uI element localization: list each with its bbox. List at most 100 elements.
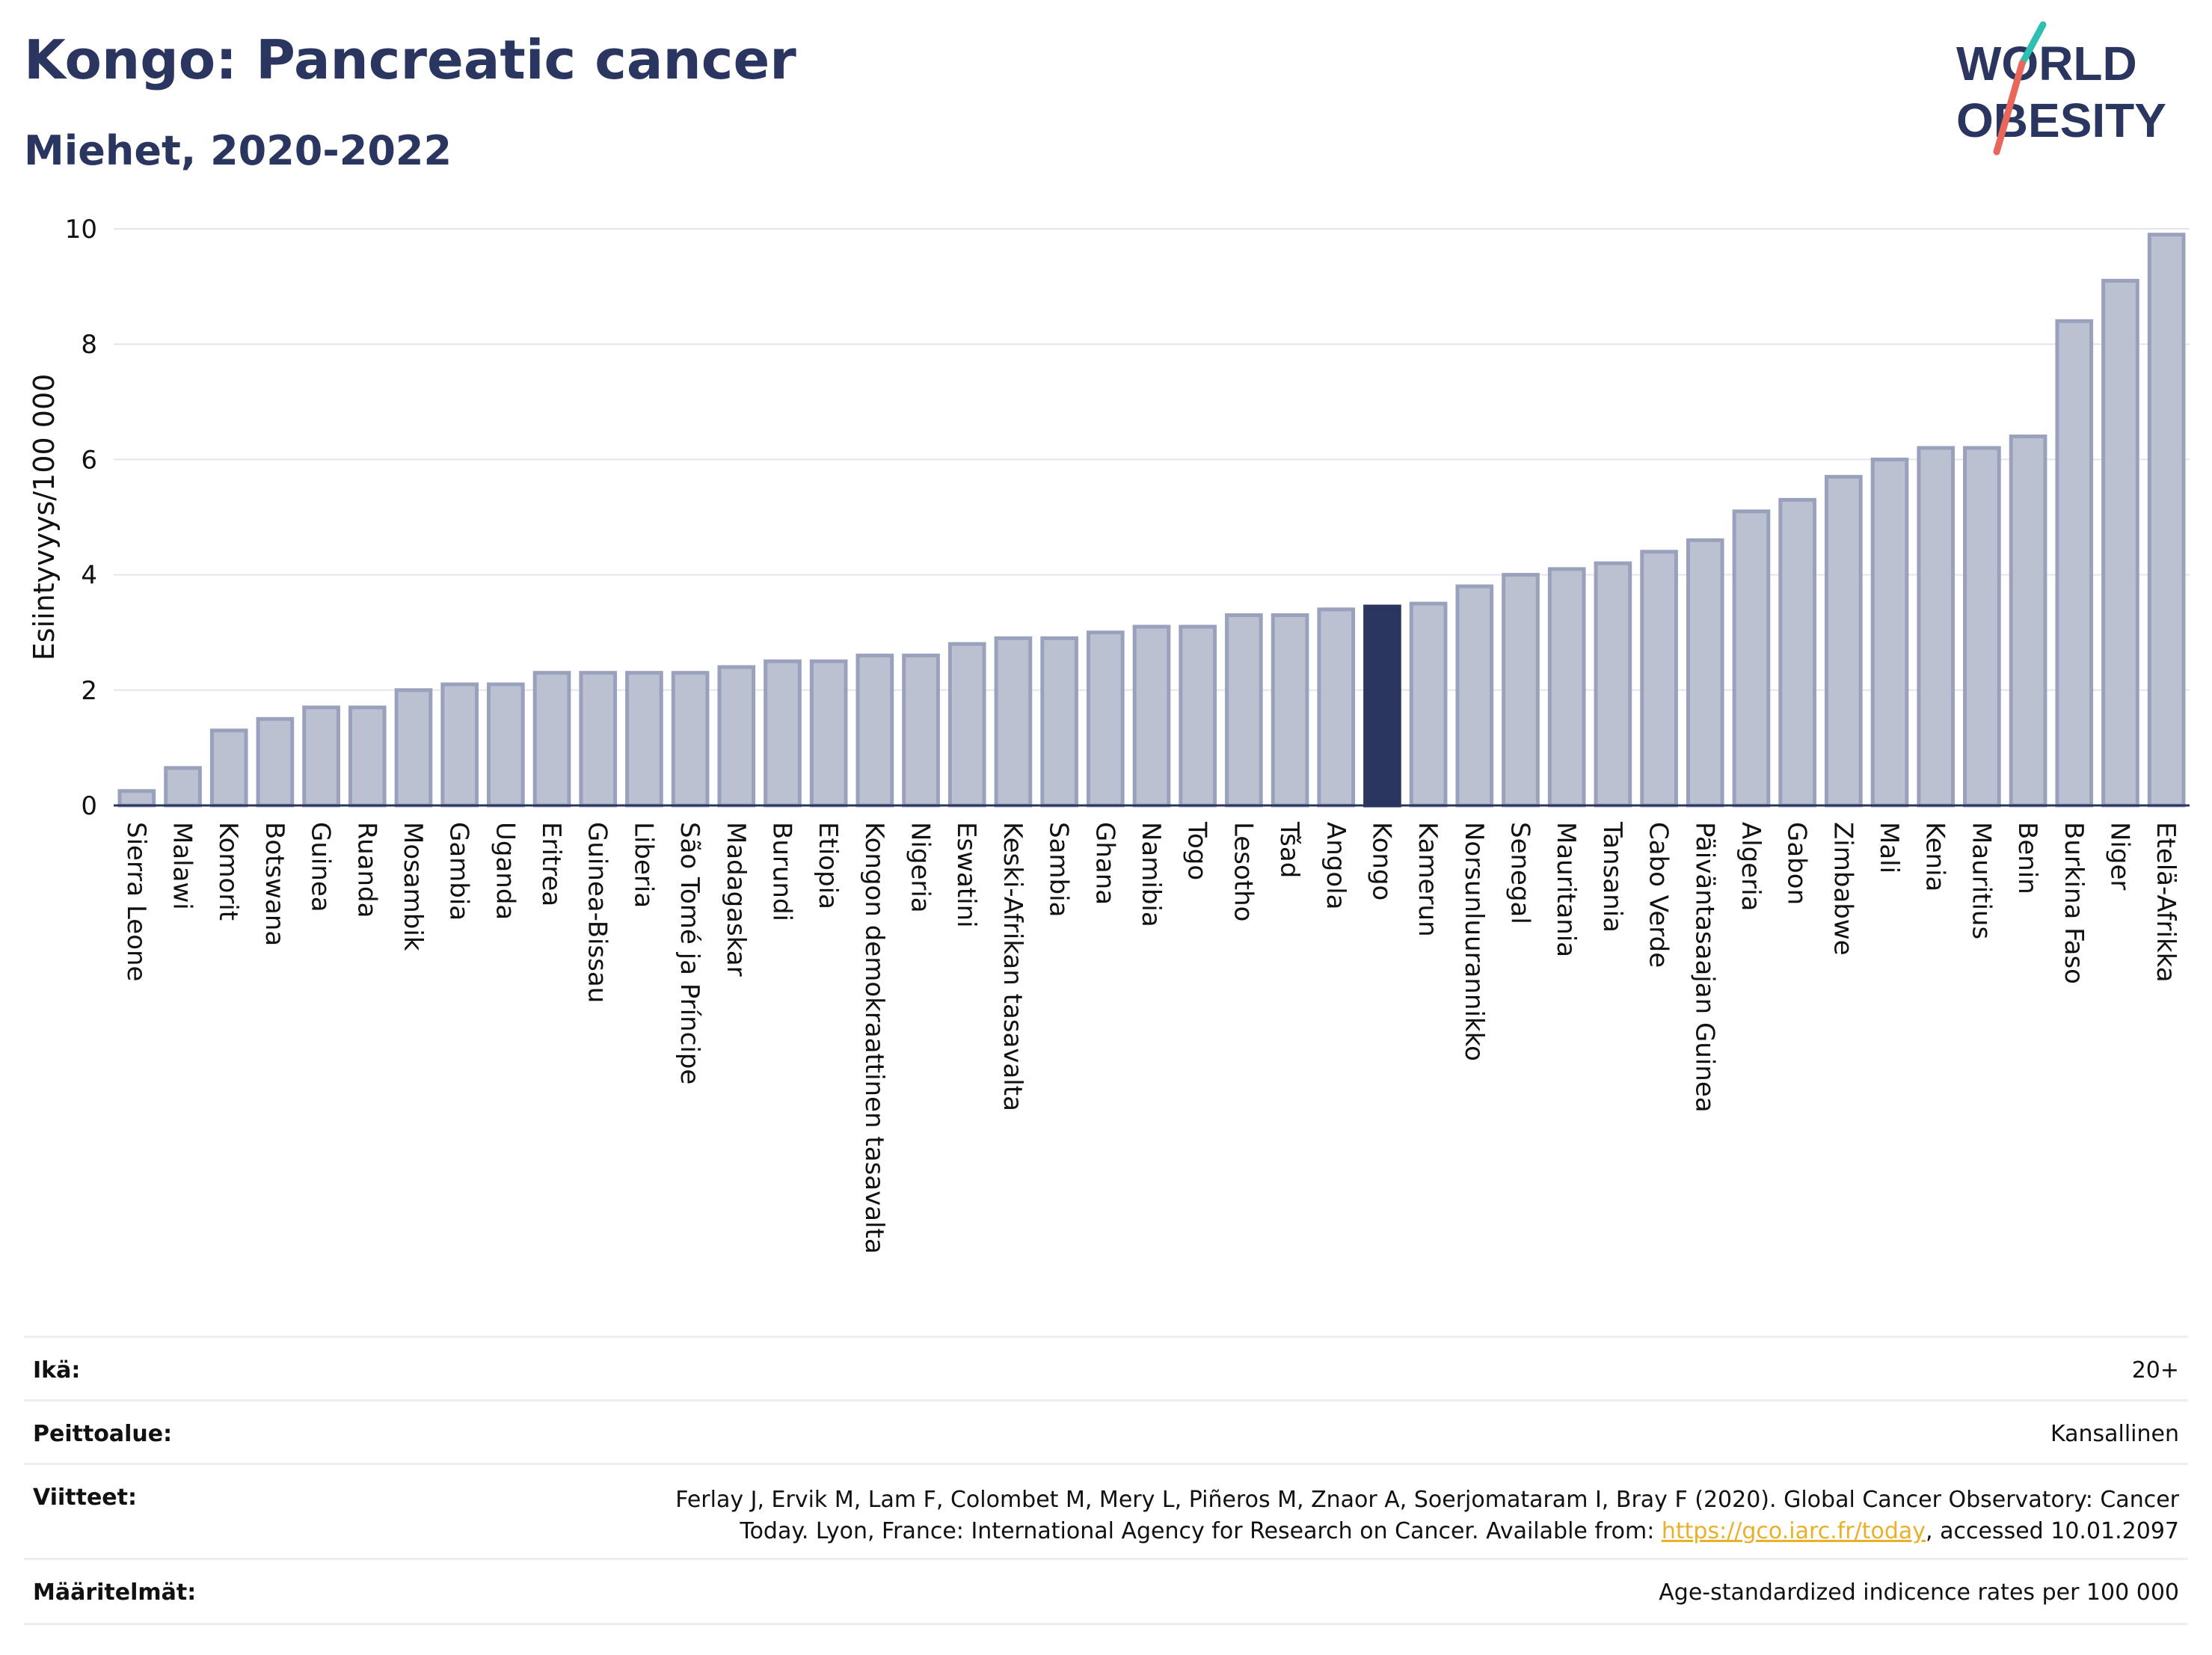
bar-gabon[interactable] (1778, 497, 1816, 808)
bar-t-ad[interactable] (1271, 613, 1309, 808)
bar-ruanda[interactable] (348, 705, 387, 808)
references-text: Ferlay J, Ervik M, Lam F, Colombet M, Me… (609, 1484, 2179, 1547)
x-tick-label: Gabon (1782, 822, 1812, 905)
bar-norsunluurannikko[interactable] (1455, 584, 1494, 808)
meta-row-age: Ikä: 20+ (24, 1336, 2188, 1399)
x-tick-label: Norsunluurannikko (1459, 822, 1489, 1061)
x-tick-label: Cabo Verde (1644, 822, 1674, 968)
coverage-value: Kansallinen (2050, 1421, 2179, 1447)
x-tick-label: Etelä-Afrikka (2151, 822, 2181, 983)
x-tick-label: Kongon demokraattinen tasavalta (859, 822, 889, 1254)
definitions-value: Age-standardized indicence rates per 100… (1659, 1579, 2179, 1606)
x-tick-label: Lesotho (1228, 822, 1258, 921)
age-label: Ikä: (33, 1357, 81, 1384)
x-tick-label: Tšad (1274, 821, 1304, 878)
bar-guinea[interactable] (302, 705, 340, 808)
bar-malawi[interactable] (164, 766, 202, 808)
bar-namibia[interactable] (1132, 624, 1171, 808)
bar-cabo-verde[interactable] (1640, 550, 1678, 808)
bar-gambia[interactable] (440, 682, 479, 808)
x-tick-label: Etiopia (813, 822, 843, 909)
y-tick-label: 4 (81, 561, 97, 591)
references-text-part1: Ferlay J, Ervik M, Lam F, Colombet M, Me… (675, 1487, 2179, 1544)
definitions-label: Määritelmät: (33, 1579, 197, 1606)
y-axis-title: Esiintyvyys/100 000 (28, 374, 61, 661)
bar-uganda[interactable] (487, 682, 525, 808)
bar-burundi[interactable] (764, 659, 802, 808)
x-tick-label: Angola (1321, 822, 1351, 909)
metadata-table: Ikä: 20+ Peittoalue: Kansallinen Viittee… (24, 1336, 2188, 1625)
x-tick-label: Eswatini (951, 822, 981, 928)
bar-kenia[interactable] (1917, 446, 1956, 808)
bar-etiopia[interactable] (809, 659, 848, 808)
bar-nigeria[interactable] (902, 654, 940, 808)
bar-tansania[interactable] (1594, 561, 1632, 808)
y-tick-labels: 0 2 4 6 8 10 (65, 215, 97, 821)
bar-burkina-faso[interactable] (2055, 319, 2094, 808)
x-tick-label: Burkina Faso (2059, 822, 2089, 984)
bar-ghana[interactable] (1086, 630, 1125, 808)
chart-subtitle: Miehet, 2020-2022 (24, 127, 452, 174)
x-tick-label: Mauritius (1966, 822, 1996, 939)
bar-mosambik[interactable] (394, 688, 433, 808)
references-link[interactable]: https://gco.iarc.fr/today (1661, 1518, 1926, 1544)
x-tick-label: Tansania (1597, 821, 1627, 933)
bar-lesotho[interactable] (1225, 613, 1263, 808)
bar-madagaskar[interactable] (717, 665, 756, 808)
bar-keski-afrikan-tasavalta[interactable] (994, 636, 1033, 808)
bar-sierra-leone[interactable] (117, 789, 156, 808)
x-tick-label: Liberia (628, 822, 658, 908)
bar-liberia[interactable] (625, 671, 663, 808)
bar-kamerun[interactable] (1409, 601, 1448, 808)
x-tick-label: Malawi (168, 822, 197, 910)
y-tick-label: 2 (81, 676, 97, 706)
bar-guinea-bissau[interactable] (579, 671, 618, 808)
bar-algeria[interactable] (1732, 509, 1771, 808)
bar-komorit[interactable] (209, 728, 248, 808)
x-tick-label: Mali (1874, 822, 1904, 873)
x-tick-label: Zimbabwe (1828, 822, 1858, 956)
coverage-label: Peittoalue: (33, 1421, 173, 1447)
y-tick-label: 8 (81, 330, 97, 360)
bar-benin[interactable] (2009, 435, 2047, 808)
bar-eswatini[interactable] (947, 642, 986, 808)
x-tick-label: Eritrea (536, 822, 566, 906)
x-tick-label: Algeria (1736, 822, 1766, 911)
svg-text:OBESITY: OBESITY (1956, 93, 2166, 147)
x-tick-label: Gambia (444, 822, 474, 921)
x-tick-label: Guinea-Bissau (583, 822, 612, 1003)
bar-zimbabwe[interactable] (1825, 475, 1863, 808)
x-tick-label: Sierra Leone (121, 822, 151, 981)
bar-p-iv-ntasaajan-guinea[interactable] (1686, 538, 1724, 808)
x-tick-label: Kongo (1366, 822, 1396, 900)
bar-mali[interactable] (1870, 457, 1909, 808)
x-tick-label: Mauritania (1551, 822, 1581, 957)
x-tick-label: Mosambik (398, 822, 428, 951)
bar-angola[interactable] (1317, 607, 1356, 808)
svg-text:WORLD: WORLD (1956, 37, 2137, 90)
x-tick-label: Kamerun (1413, 822, 1443, 937)
bar-togo[interactable] (1179, 624, 1217, 808)
meta-row-references: Viitteet: Ferlay J, Ervik M, Lam F, Colo… (24, 1463, 2188, 1558)
bar-niger[interactable] (2101, 278, 2139, 808)
x-tick-label: Nigeria (906, 822, 936, 913)
bar-sambia[interactable] (1040, 636, 1078, 808)
bar-etel-afrikka[interactable] (2147, 233, 2186, 808)
x-tick-label: Uganda (490, 822, 520, 920)
bar-mauritius[interactable] (1963, 446, 2001, 808)
bar-botswana[interactable] (256, 716, 295, 808)
x-tick-label: Namibia (1136, 822, 1166, 927)
age-value: 20+ (2131, 1357, 2179, 1384)
bar-s-o-tom-ja-pr-ncipe[interactable] (671, 671, 710, 808)
x-tick-label: Sambia (1044, 822, 1074, 917)
bar-senegal[interactable] (1502, 573, 1540, 808)
bar-kongon-demokraattinen-tasavalta[interactable] (855, 654, 894, 808)
y-tick-label: 10 (65, 215, 97, 245)
x-tick-label: Burundi (766, 822, 796, 921)
bar-kongo[interactable] (1363, 604, 1401, 808)
world-obesity-logo: WORLD OBESITY (1956, 21, 2166, 156)
meta-row-definitions: Määritelmät: Age-standardized indicence … (24, 1558, 2188, 1625)
x-tick-labels: Sierra Leone Malawi Komorit Botswana Guinea R… (121, 821, 2181, 1254)
bar-eritrea[interactable] (532, 671, 571, 808)
bar-mauritania[interactable] (1547, 567, 1586, 808)
